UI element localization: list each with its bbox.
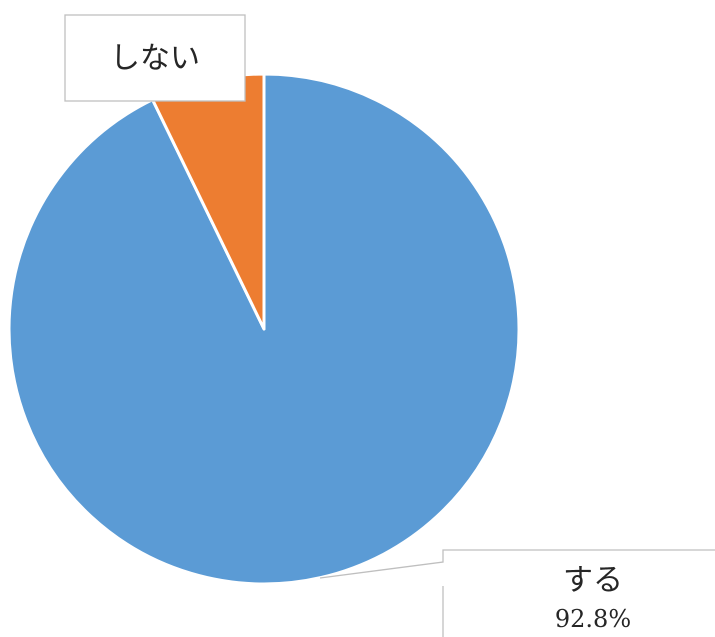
callout-leader-suru (319, 549, 715, 579)
pie-slices (7, 72, 521, 586)
slice-label-shinai: しない (110, 41, 200, 76)
callout-box-shinai (64, 14, 246, 102)
callout-shinai: しない (64, 14, 246, 102)
callout-suru: する 92.8% (319, 549, 715, 637)
slice-label-suru: する (563, 563, 623, 598)
slice-value-suru: 92.8% (555, 605, 631, 633)
